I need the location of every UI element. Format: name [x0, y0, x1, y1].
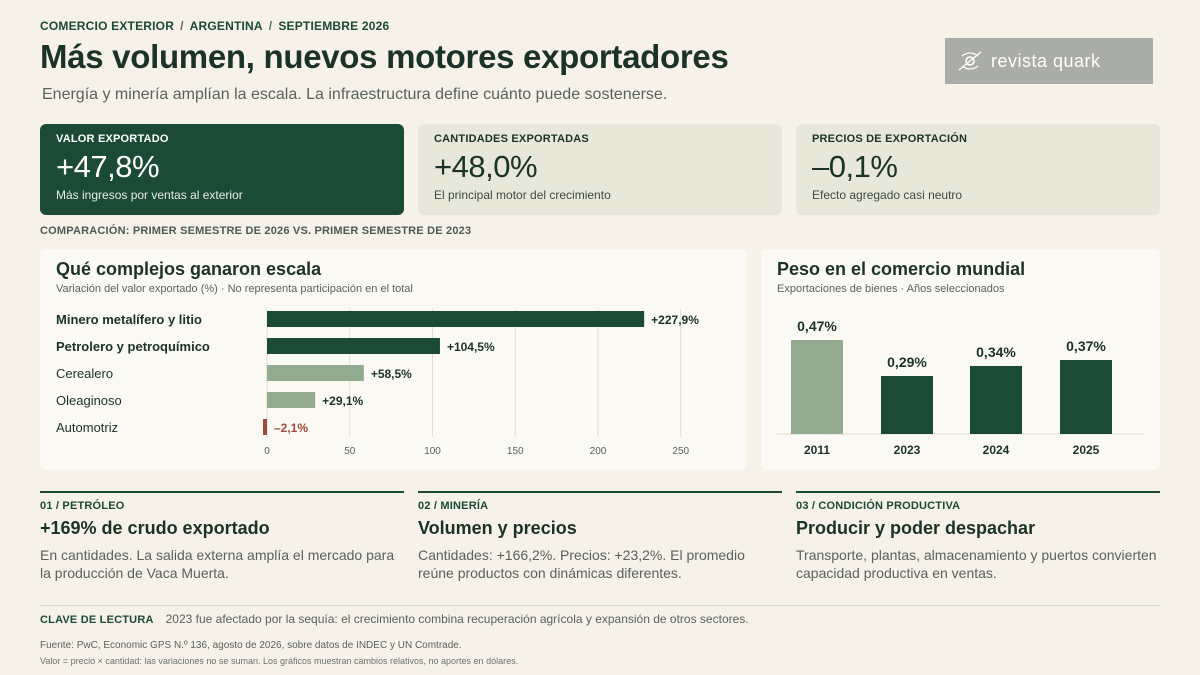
data-label: 0,47%: [797, 318, 837, 334]
x-tick-label: 50: [344, 446, 356, 457]
section-body: Transporte, plantas, almacenamiento y pu…: [796, 547, 1157, 581]
kpi-value: +48,0%: [434, 149, 538, 184]
x-tick-label: 2024: [983, 443, 1010, 457]
reading-key-label: CLAVE DE LECTURA: [40, 614, 154, 626]
comparison-note: COMPARACIÓN: PRIMER SEMESTRE DE 2026 VS.…: [40, 225, 472, 237]
x-tick-label: 100: [424, 446, 441, 457]
x-tick-label: 2023: [894, 443, 921, 457]
bar: [970, 366, 1022, 434]
section-condicion-productiva: 03 / CONDICIÓN PRODUCTIVA Producir y pod…: [796, 491, 1160, 582]
data-label: +58,5%: [371, 367, 412, 381]
x-tick-label: 2025: [1073, 443, 1100, 457]
brand-logo[interactable]: revista quark: [945, 38, 1153, 84]
kicker-separator: /: [268, 19, 273, 33]
kpi-card-valor: VALOR EXPORTADO +47,8% Más ingresos por …: [40, 124, 404, 215]
section-petroleo: 01 / PETRÓLEO +169% de crudo exportado E…: [40, 491, 404, 582]
reading-key: CLAVE DE LECTURA 2023 fue afectado por la…: [40, 612, 749, 626]
world-share-bar-chart: 0,47% 2011 0,29% 2023 0,34% 2024 0,37% 2025: [777, 318, 1144, 457]
bar: [791, 340, 843, 434]
section-number: 03 / CONDICIÓN PRODUCTIVA: [796, 500, 961, 512]
kpi-label: VALOR EXPORTADO: [56, 133, 169, 145]
data-label: 0,34%: [976, 344, 1016, 360]
bar: [267, 365, 364, 381]
category-label: Petrolero y petroquímico: [56, 339, 210, 354]
section-number: 02 / MINERÍA: [418, 500, 489, 512]
section-heading: +169% de crudo exportado: [40, 518, 270, 538]
chart-subtitle: Exportaciones de bienes · Años seleccion…: [777, 283, 1005, 295]
category-label: Cerealero: [56, 366, 113, 381]
kpi-note: Efecto agregado casi neutro: [812, 188, 963, 202]
complexes-chart-panel: Qué complejos ganaron escala Variación d…: [40, 249, 747, 470]
x-tick-label: 0: [264, 446, 270, 457]
bar: [267, 311, 645, 327]
bar: [263, 419, 267, 435]
kpi-note: El principal motor del crecimiento: [434, 188, 611, 202]
kicker-date: SEPTIEMBRE 2026: [278, 19, 390, 33]
brand-name: revista quark: [991, 50, 1101, 71]
section-heading: Volumen y precios: [418, 518, 577, 538]
section-number: 01 / PETRÓLEO: [40, 500, 125, 512]
data-label: +29,1%: [322, 394, 363, 408]
kpi-note: Más ingresos por ventas al exterior: [56, 188, 243, 202]
data-label: +104,5%: [447, 340, 495, 354]
x-tick-label: 250: [672, 446, 689, 457]
section-heading: Producir y poder despachar: [796, 518, 1036, 538]
kpi-value: +47,8%: [56, 149, 160, 184]
section-body: En cantidades. La salida externa amplía …: [40, 547, 395, 581]
category-label: Automotriz: [56, 420, 118, 435]
kicker: COMERCIO EXTERIOR / ARGENTINA / SEPTIEMBRE 2…: [40, 19, 389, 33]
section-mineria: 02 / MINERÍA Volumen y precios Cantidade…: [418, 491, 782, 582]
chart-title: Qué complejos ganaron escala: [56, 259, 322, 279]
bar: [267, 392, 316, 408]
kpi-card-precios: PRECIOS DE EXPORTACIÓN –0,1% Efecto agre…: [796, 124, 1160, 215]
kpi-label: CANTIDADES EXPORTADAS: [434, 133, 589, 145]
footer-divider: [40, 605, 1160, 606]
category-label: Oleaginoso: [56, 393, 122, 408]
bar: [881, 376, 933, 434]
kicker-country: ARGENTINA: [189, 19, 263, 33]
section-body: Cantidades: +166,2%. Precios: +23,2%. El…: [418, 547, 745, 581]
x-tick-label: 200: [590, 446, 607, 457]
bar: [267, 338, 440, 354]
page-title: Más volumen, nuevos motores exportadores: [40, 38, 729, 75]
category-label: Minero metalífero y litio: [56, 312, 202, 327]
chart-title: Peso en el comercio mundial: [777, 259, 1026, 279]
kpi-label: PRECIOS DE EXPORTACIÓN: [812, 133, 968, 145]
reading-key-text: 2023 fue afectado por la sequía: el crec…: [165, 612, 749, 626]
kicker-topic: COMERCIO EXTERIOR: [40, 19, 175, 33]
kpi-value: –0,1%: [812, 149, 898, 184]
world-share-chart-panel: Peso en el comercio mundial Exportacione…: [761, 249, 1160, 470]
source-note: Fuente: PwC, Economic GPS N.º 136, agost…: [40, 640, 462, 651]
quark-logo-icon: [958, 51, 982, 71]
complexes-bar-chart: 0 50 100 150 200 250 Minero metalífero y litio…: [56, 309, 699, 457]
x-tick-label: 2011: [804, 443, 830, 457]
data-label: 0,29%: [887, 354, 927, 370]
chart-subtitle: Variación del valor exportado (%) · No r…: [56, 283, 413, 295]
page-subtitle: Energía y minería amplían la escala. La …: [42, 86, 668, 103]
data-label: –2,1%: [274, 421, 308, 435]
kicker-separator: /: [180, 19, 184, 33]
method-note: Valor = precio × cantidad: las variacion…: [40, 656, 519, 666]
bar: [1060, 360, 1112, 434]
kpi-card-cantidades: CANTIDADES EXPORTADAS +48,0% El principa…: [418, 124, 782, 215]
data-label: 0,37%: [1066, 338, 1106, 354]
x-tick-label: 150: [507, 446, 524, 457]
data-label: +227,9%: [651, 313, 699, 327]
